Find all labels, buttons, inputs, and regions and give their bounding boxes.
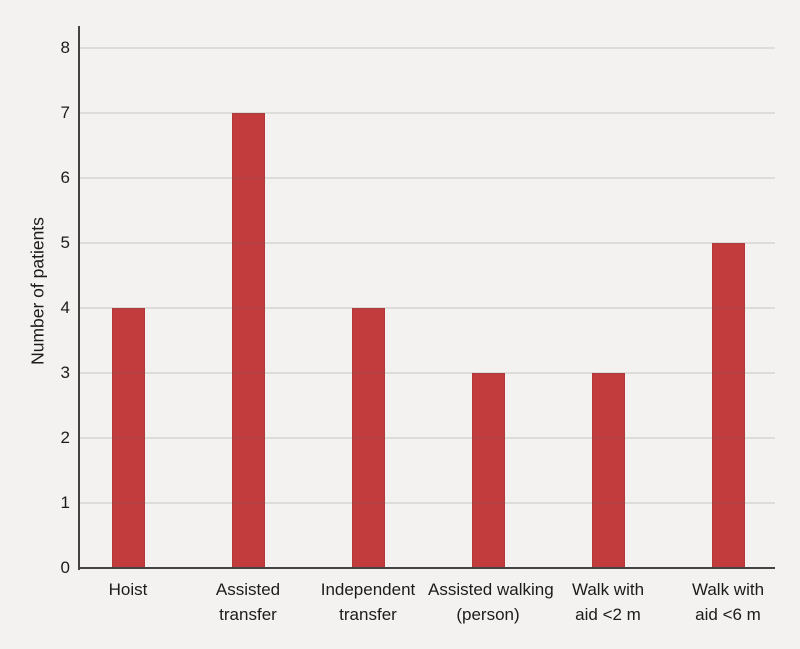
x-category-line: (person) bbox=[456, 605, 520, 624]
y-tick-label: 4 bbox=[60, 298, 70, 317]
x-category-line: aid <2 m bbox=[575, 605, 641, 624]
gridline bbox=[80, 372, 775, 374]
x-category-line: Walk with bbox=[691, 580, 765, 599]
gridline bbox=[80, 177, 775, 179]
x-category-line: aid <6 m bbox=[695, 605, 761, 624]
gridline bbox=[80, 242, 775, 244]
y-tick-label: 3 bbox=[60, 363, 70, 382]
plot-area bbox=[78, 26, 775, 570]
x-category-label: Walk with aid <6 m bbox=[668, 577, 788, 627]
x-category-line: transfer bbox=[339, 605, 397, 624]
gridline bbox=[80, 112, 775, 114]
x-category-label: Assisted walking (person) bbox=[428, 577, 554, 627]
y-tick-label: 0 bbox=[60, 558, 70, 577]
bar-independent-transfer bbox=[351, 308, 385, 568]
gridline bbox=[80, 437, 775, 439]
gridline bbox=[80, 47, 775, 49]
bar-walk-with-aid-2-m bbox=[591, 373, 625, 568]
x-category-label: Hoist bbox=[68, 577, 188, 627]
y-tick-label: 2 bbox=[60, 428, 70, 447]
y-tick-label: 1 bbox=[60, 493, 70, 512]
x-category-label: Walk with aid <2 m bbox=[548, 577, 668, 627]
x-category-labels: Hoist Assisted transfer Independent transfer… bbox=[68, 577, 788, 627]
bar-assisted-walking-person bbox=[471, 373, 505, 568]
y-tick-label: 5 bbox=[60, 233, 70, 252]
x-category-line: Independent bbox=[320, 580, 416, 599]
y-tick-label: 8 bbox=[60, 38, 70, 57]
y-axis-line bbox=[78, 26, 80, 570]
x-category-line: Assisted walking bbox=[428, 580, 554, 599]
y-tick-label: 6 bbox=[60, 168, 70, 187]
y-tick-label: 7 bbox=[60, 103, 70, 122]
bar-assisted-transfer bbox=[231, 113, 265, 568]
x-category-label: Assisted transfer bbox=[188, 577, 308, 627]
x-category-line: transfer bbox=[219, 605, 277, 624]
x-axis-line bbox=[78, 567, 775, 569]
y-tick-labels: 0 1 2 3 4 5 6 7 8 bbox=[0, 26, 70, 577]
bar-walk-with-aid-6-m bbox=[711, 243, 745, 568]
x-category-line: Assisted bbox=[215, 580, 281, 599]
gridline bbox=[80, 502, 775, 504]
x-category-line: Hoist bbox=[108, 580, 148, 599]
gridline bbox=[80, 307, 775, 309]
x-category-label: Independent transfer bbox=[308, 577, 428, 627]
bar-hoist bbox=[111, 308, 145, 568]
x-category-line: Walk with bbox=[571, 580, 645, 599]
